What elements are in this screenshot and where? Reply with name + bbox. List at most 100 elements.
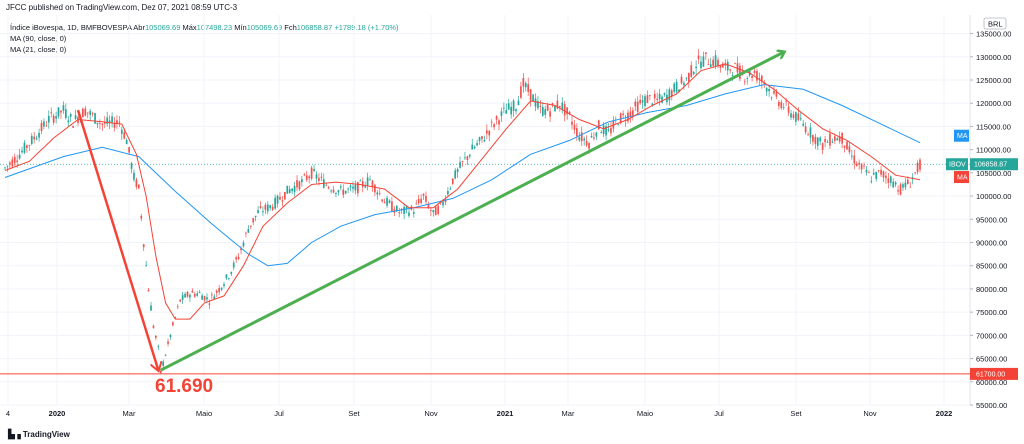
candle-body	[230, 271, 233, 274]
candle-body	[55, 116, 57, 119]
candle-body	[357, 182, 359, 194]
candle-body	[685, 77, 688, 79]
candle-body	[339, 186, 342, 188]
candle-body	[451, 178, 454, 184]
candle-body	[739, 65, 741, 79]
candle-body	[106, 117, 109, 124]
candle-body	[184, 293, 186, 298]
candle-body	[483, 139, 486, 142]
last-price-tag-text: 106858.87	[974, 162, 1007, 169]
candle-body	[330, 190, 332, 192]
candle-body	[476, 143, 478, 146]
candle-body	[43, 121, 45, 127]
price-tick-label: 125000.00	[976, 76, 1011, 85]
candle-body	[325, 184, 328, 186]
candle-body	[383, 201, 386, 204]
candle-body	[191, 290, 194, 293]
candle-body	[585, 140, 588, 146]
candle-body	[831, 141, 834, 143]
candle-body	[252, 218, 255, 223]
candle-body	[347, 188, 349, 190]
candle-body	[692, 72, 695, 75]
candle-body	[150, 305, 152, 311]
legend-ma90[interactable]: MA (90, close, 0)	[10, 34, 67, 43]
candle-body	[344, 190, 347, 194]
time-tick-label: 2021	[497, 409, 514, 418]
candle-body	[354, 184, 357, 191]
candle-body	[327, 187, 330, 189]
candle-body	[746, 77, 749, 79]
candle-body	[449, 188, 452, 190]
candle-body	[335, 192, 337, 194]
candle-body	[760, 75, 763, 82]
candle-body	[534, 98, 537, 107]
candle-body	[242, 242, 245, 247]
tradingview-footer[interactable]: ▙▗ TradingView	[8, 429, 70, 440]
legend-change-value: +1789.18 (+1.70%)	[334, 23, 399, 32]
time-tick-label: Set	[348, 409, 360, 418]
legend-open-value: 105069.69	[144, 23, 181, 32]
ma90-tag	[954, 129, 969, 142]
price-tick-label: 100000.00	[976, 192, 1011, 201]
candle-body	[765, 87, 768, 92]
candle-body	[668, 89, 671, 101]
candle-body	[391, 201, 393, 212]
candle-body	[376, 192, 379, 195]
candle-body	[417, 199, 420, 203]
candle-body	[500, 111, 503, 116]
candle-body	[498, 120, 500, 125]
candle-body	[814, 136, 817, 144]
candle-body	[145, 265, 147, 267]
candle-body	[885, 175, 887, 179]
price-tick-label: 75000.00	[976, 308, 1007, 317]
candle-body	[656, 98, 659, 100]
publisher-line: JFCC published on TradingView.com, Dez 0…	[6, 3, 238, 12]
candle-body	[349, 185, 352, 188]
candle-body	[174, 317, 177, 318]
candle-body	[809, 127, 812, 138]
legend-ma21[interactable]: MA (21, close, 0)	[10, 45, 67, 54]
candle-body	[658, 93, 661, 100]
price-axis[interactable]: 55000.00 60000.00 65000.00 70000.00 75000.00…	[970, 17, 1011, 410]
candle-body	[371, 180, 374, 188]
candle-body	[218, 288, 221, 293]
candle-body	[208, 303, 211, 305]
candle-body	[94, 113, 96, 124]
candle-body	[807, 134, 809, 136]
support-annotation-label: 61.690	[155, 376, 213, 397]
candle-body	[286, 185, 289, 194]
candle-body	[213, 296, 216, 299]
candle-body	[47, 116, 50, 123]
time-axis[interactable]: 4 2020 Mar Maio Jul Set Nov 2021 Mar Maio Jul Set No…	[6, 409, 952, 418]
price-tick-label: 80000.00	[976, 285, 1007, 294]
candle-body	[57, 107, 60, 117]
candle-body	[228, 278, 230, 280]
candle-body	[378, 193, 381, 194]
legend-open-label: Abr	[133, 23, 145, 32]
candle-body	[33, 136, 36, 140]
candle-body	[846, 141, 848, 150]
candle-body	[247, 229, 250, 233]
plot-area[interactable]	[0, 49, 970, 375]
candle-body	[768, 88, 770, 92]
candle-body	[359, 180, 362, 182]
candle-body	[551, 103, 554, 105]
candle-body	[714, 55, 717, 66]
candle-body	[865, 169, 868, 173]
candle-body	[249, 225, 252, 227]
candle-body	[162, 361, 165, 366]
candle-body	[673, 83, 676, 92]
candle-body	[690, 65, 693, 77]
candle-body	[82, 108, 84, 118]
candle-body	[899, 184, 902, 195]
candle-body	[430, 210, 432, 211]
candle-body	[64, 109, 67, 119]
price-tick-label: 105000.00	[976, 169, 1011, 178]
candle-body	[700, 61, 702, 69]
candle-body	[527, 84, 530, 92]
candle-body	[235, 257, 238, 260]
candle-body	[35, 138, 38, 140]
candle-body	[719, 65, 722, 68]
candle-body	[86, 112, 89, 114]
